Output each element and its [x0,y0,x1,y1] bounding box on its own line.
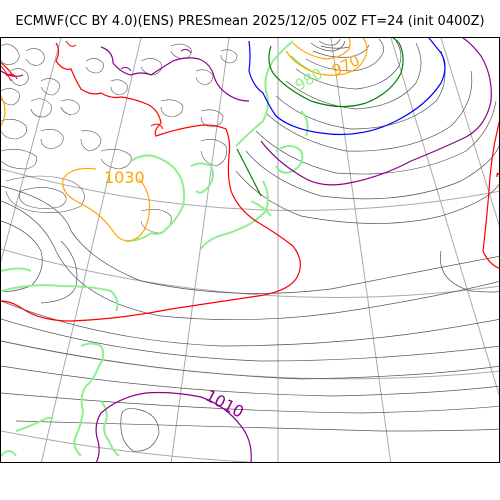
isobar-low-core [310,38,346,52]
map-title: ECMWF(CC BY 4.0)(ENS) PRESmean 2025/12/0… [15,14,485,29]
isobar-1030 [1,95,151,242]
terrain-isobar-fragments [1,40,164,130]
isobar-1010 [1,38,492,462]
isobar-980 [285,38,368,76]
coastlines [1,40,312,457]
isobar-990 [236,38,404,197]
isobar-1000 [248,38,446,136]
terrain-isobar-fragments-purple [120,48,192,72]
terrain-contours [1,43,238,234]
label-970: 970 [329,51,363,79]
label-1030: 1030 [104,168,145,187]
pressure-map: 1030 1010 970 980 10 [0,37,500,463]
label-edge-10: 10 [492,159,500,182]
label-980: 980 [292,65,326,95]
isobar-1020 [1,42,499,322]
thin-isobars [1,38,499,452]
